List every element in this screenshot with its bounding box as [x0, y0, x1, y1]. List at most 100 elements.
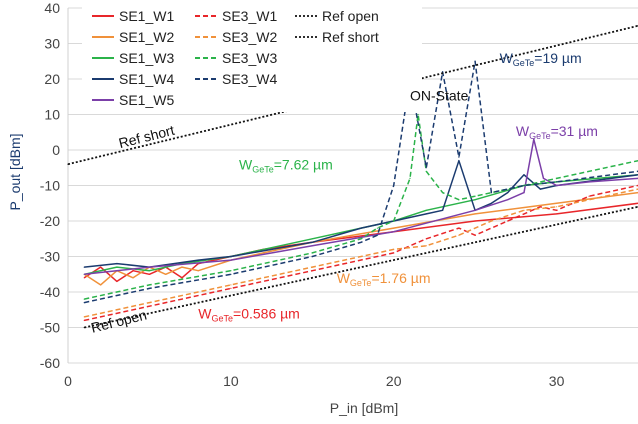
legend-label: SE1_W2 — [119, 29, 174, 45]
data-point — [417, 113, 419, 116]
data-point — [425, 245, 427, 247]
data-point — [165, 273, 167, 275]
data-point — [507, 199, 509, 201]
data-point — [442, 192, 444, 194]
series-line — [84, 184, 638, 322]
data-point — [360, 241, 362, 243]
series-group — [67, 24, 638, 329]
legend-label: SE3_W4 — [222, 71, 277, 87]
data-point — [116, 280, 118, 282]
data-point — [458, 156, 460, 158]
data-point — [490, 220, 492, 222]
data-point — [148, 273, 150, 275]
data-point — [442, 71, 444, 73]
y-tick-label: 40 — [44, 0, 60, 16]
data-point — [442, 209, 444, 211]
data-point — [148, 302, 150, 304]
y-tick-label: -10 — [40, 178, 60, 194]
data-point — [393, 227, 395, 229]
data-point — [148, 266, 150, 268]
data-point — [311, 245, 313, 247]
data-point — [393, 220, 395, 222]
data-point — [262, 252, 264, 254]
series-se3-w2 — [83, 188, 638, 318]
annotation-w19: WGeTe=19 µm — [500, 50, 582, 68]
data-point — [311, 241, 313, 243]
data-point — [474, 195, 476, 197]
series-se3-w1 — [83, 184, 638, 322]
data-point — [556, 213, 558, 215]
data-point — [83, 302, 85, 304]
data-point — [230, 287, 232, 289]
data-point — [197, 270, 199, 272]
data-point — [588, 195, 590, 197]
data-point — [556, 202, 558, 204]
y-tick-label: 10 — [44, 107, 60, 123]
data-point — [83, 316, 85, 318]
data-point — [507, 220, 509, 222]
data-point — [523, 174, 525, 176]
data-point — [360, 227, 362, 229]
data-point — [588, 181, 590, 183]
data-point — [458, 234, 460, 236]
legend-label: Ref short — [322, 29, 379, 45]
data-point — [148, 305, 150, 307]
data-point — [230, 270, 232, 272]
data-point — [425, 209, 427, 211]
y-tick-label: -50 — [40, 320, 60, 336]
data-point — [230, 273, 232, 275]
data-point — [311, 255, 313, 258]
data-point — [181, 277, 183, 279]
data-point — [458, 160, 460, 162]
data-point — [409, 177, 411, 179]
data-point — [132, 277, 134, 279]
data-point — [523, 209, 525, 211]
legend-label: SE1_W1 — [119, 8, 174, 24]
data-point — [100, 266, 102, 268]
data-point — [83, 298, 85, 300]
y-tick-label: -20 — [40, 213, 60, 229]
data-point — [556, 206, 558, 208]
series-se1-w5 — [83, 138, 638, 276]
annotation-w0586: WGeTe=0.586 µm — [198, 306, 300, 324]
y-tick-label: -60 — [40, 355, 60, 371]
data-point — [533, 138, 535, 140]
data-point — [490, 192, 492, 194]
data-point — [523, 184, 525, 187]
annotation-on-state: ON-State — [410, 87, 469, 103]
data-point — [425, 167, 427, 169]
data-point — [507, 192, 509, 194]
data-point — [148, 287, 150, 289]
data-point — [230, 255, 232, 258]
legend-label: SE3_W3 — [222, 50, 277, 66]
y-tick-label: 30 — [44, 36, 60, 52]
data-point — [83, 319, 85, 321]
data-point — [556, 184, 558, 187]
data-point — [230, 284, 232, 286]
data-point — [132, 270, 134, 272]
annotation-w31: WGeTe=31 µm — [516, 123, 598, 141]
data-point — [393, 248, 395, 250]
data-point — [311, 270, 313, 272]
data-point — [148, 270, 150, 272]
data-point — [376, 227, 378, 229]
data-point — [311, 238, 313, 240]
legend-label: SE3_W2 — [222, 29, 277, 45]
annotation-ref-short: Ref short — [117, 122, 176, 151]
data-point — [197, 259, 199, 261]
x-tick-label: 10 — [223, 373, 239, 389]
data-point — [83, 326, 85, 329]
data-point — [556, 209, 558, 211]
x-tick-label: 0 — [64, 373, 72, 389]
data-point — [474, 60, 476, 62]
series-se3-w3 — [83, 113, 638, 300]
data-point — [311, 266, 313, 268]
x-tick-label: 30 — [549, 373, 565, 389]
data-point — [83, 277, 85, 279]
data-point — [360, 238, 362, 240]
data-point — [393, 184, 395, 187]
data-point — [474, 199, 476, 201]
data-point — [311, 252, 313, 254]
legend-label: SE1_W5 — [119, 92, 174, 108]
series-line — [84, 60, 638, 304]
